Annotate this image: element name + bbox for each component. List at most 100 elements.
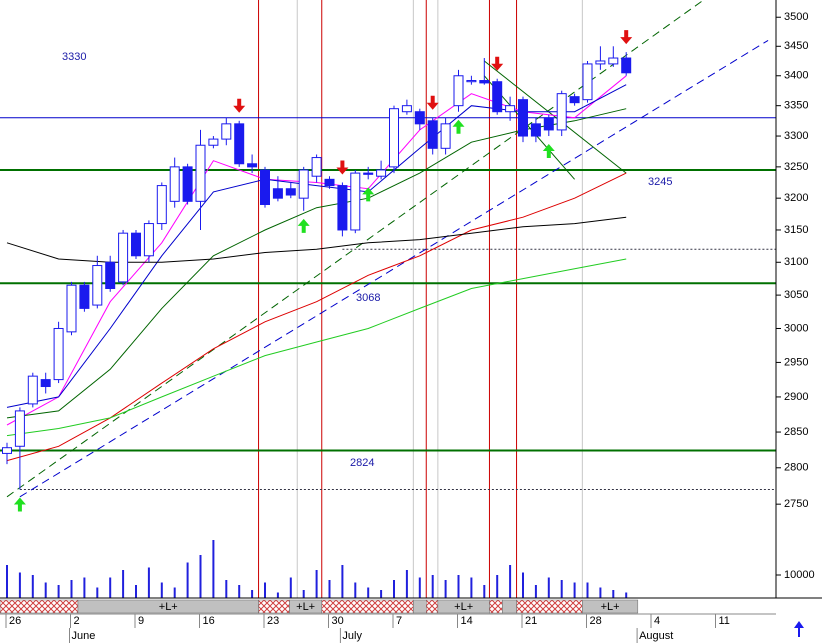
y-tick-label: 2800 xyxy=(784,462,808,474)
candle-body xyxy=(466,80,477,83)
status-band xyxy=(502,599,517,614)
buy-arrow xyxy=(13,497,26,512)
band-label: +L+ xyxy=(159,601,178,613)
level-label: 2824 xyxy=(350,457,374,469)
y-tick-label: 2750 xyxy=(784,498,808,510)
candle-body xyxy=(27,375,38,405)
level-label: 3245 xyxy=(648,176,672,188)
candle-body xyxy=(285,188,296,196)
candle-body xyxy=(401,105,412,113)
candle-body xyxy=(530,123,541,137)
buy-arrow xyxy=(452,119,465,134)
date-label: 9 xyxy=(138,615,144,627)
status-band xyxy=(258,599,290,614)
candle-body xyxy=(621,57,632,74)
level-label: 3330 xyxy=(62,51,86,63)
candle-body xyxy=(363,172,374,175)
y-tick-label: 3050 xyxy=(784,289,808,301)
status-band xyxy=(0,599,79,614)
y-tick-label: 3500 xyxy=(784,11,808,23)
candle-body xyxy=(234,123,245,165)
candle-body xyxy=(195,144,206,202)
y-tick-label: 3100 xyxy=(784,256,808,268)
candle-body xyxy=(556,93,567,131)
candle-body xyxy=(182,166,193,202)
candle-body xyxy=(105,261,116,289)
buy-arrow xyxy=(362,187,375,202)
status-band xyxy=(489,599,503,614)
buy-arrow xyxy=(297,218,310,233)
candle-body xyxy=(53,327,64,381)
date-label: 7 xyxy=(396,615,402,627)
sell-arrow xyxy=(336,160,349,175)
y-tick-label: 2950 xyxy=(784,356,808,368)
date-label: 2 xyxy=(74,615,80,627)
y-tick-label: 3300 xyxy=(784,130,808,142)
candle-body xyxy=(208,138,219,146)
candle-body xyxy=(389,108,399,168)
candle-body xyxy=(298,169,309,199)
status-band xyxy=(582,599,639,614)
y-tick-label: 2900 xyxy=(784,391,808,403)
y-tick-label: 2850 xyxy=(784,426,808,438)
month-label: June xyxy=(72,630,96,642)
month-label: August xyxy=(639,630,673,642)
axes: 2750 2800 2850 2900 2950 3000 3050 3100 3150 3200… xyxy=(776,11,815,581)
candle-body xyxy=(14,410,25,447)
candle-body xyxy=(543,117,554,131)
candle-body xyxy=(492,81,503,113)
candle-body xyxy=(143,223,154,257)
trend-line xyxy=(19,39,769,498)
candle-body xyxy=(350,172,361,231)
band-label: +L+ xyxy=(601,601,620,613)
candle-body xyxy=(505,105,516,113)
band-label: +L+ xyxy=(454,601,473,613)
candle-body xyxy=(479,80,490,84)
candle-body xyxy=(156,185,167,225)
y-tick-label: 3200 xyxy=(784,192,808,204)
date-label: 30 xyxy=(332,615,344,627)
candle-body xyxy=(66,284,77,333)
trend-line xyxy=(483,60,627,174)
candle-body xyxy=(608,57,619,65)
candle-body xyxy=(582,63,593,101)
candle-body xyxy=(324,178,335,187)
date-label: 16 xyxy=(203,615,215,627)
candle-body xyxy=(440,123,451,149)
candle-body xyxy=(79,284,90,309)
candle-body xyxy=(92,265,103,306)
candle-body xyxy=(118,232,129,283)
candle-body xyxy=(414,111,425,125)
moving-average xyxy=(6,258,627,437)
candle-body xyxy=(131,232,141,257)
y-tick-label: 3150 xyxy=(784,224,808,236)
date-label: 4 xyxy=(654,615,660,627)
candle-body xyxy=(247,163,258,168)
candle-body xyxy=(40,379,51,388)
candle-body xyxy=(311,157,322,177)
candle-body xyxy=(221,123,232,140)
date-label: 28 xyxy=(590,615,602,627)
sell-arrow xyxy=(491,56,504,71)
candle-body xyxy=(169,166,180,202)
candle-body xyxy=(272,188,283,199)
sell-arrow xyxy=(426,95,439,110)
candle-body xyxy=(427,120,438,149)
sell-arrow xyxy=(233,98,246,113)
date-label: 21 xyxy=(525,615,537,627)
date-label: 14 xyxy=(461,615,473,627)
candle-body xyxy=(260,169,270,205)
date-label: 23 xyxy=(267,615,279,627)
status-band xyxy=(516,599,583,614)
scroll-arrow[interactable] xyxy=(794,621,804,637)
status-band xyxy=(321,599,414,614)
y-tick-label: 3000 xyxy=(784,322,808,334)
date-label: 26 xyxy=(9,615,21,627)
status-band xyxy=(426,599,439,614)
candle-body xyxy=(518,99,528,137)
volume-tick-label: 10000 xyxy=(784,569,815,581)
candle-body xyxy=(569,96,580,104)
band-label: +L+ xyxy=(296,601,315,613)
y-tick-label: 3350 xyxy=(784,100,808,112)
